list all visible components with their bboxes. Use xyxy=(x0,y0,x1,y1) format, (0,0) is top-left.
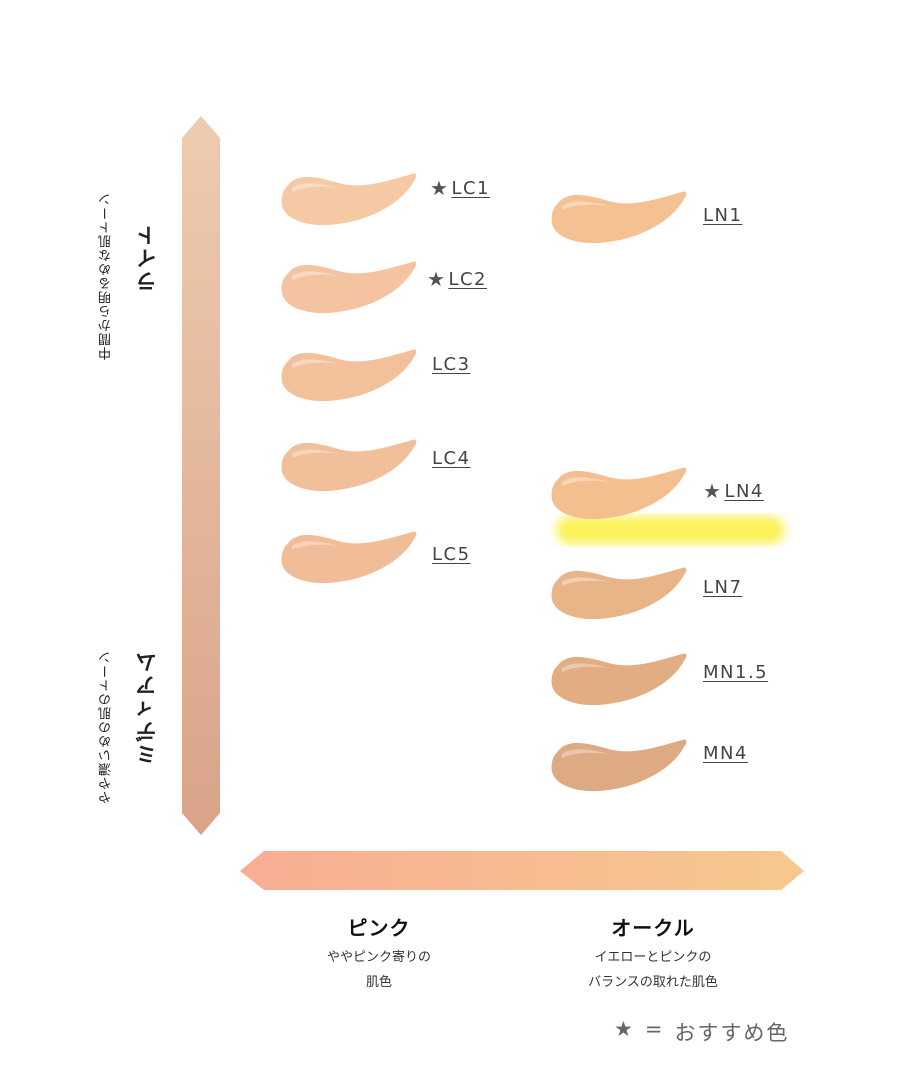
swatch-highlight xyxy=(292,183,340,192)
swatch-lc5[interactable] xyxy=(281,531,417,584)
swatch-highlight xyxy=(562,749,610,758)
swatch-body xyxy=(551,567,687,620)
swatch-highlight xyxy=(562,577,610,586)
swatch-body xyxy=(551,739,687,792)
swatch-ln7[interactable] xyxy=(551,567,687,620)
shade-name: LC4 xyxy=(432,448,471,469)
shade-name: LN4 xyxy=(724,480,764,502)
legend: ★ = おすすめ色 xyxy=(614,1017,789,1047)
swatch-body xyxy=(281,173,417,226)
ochre-column-title: オークル xyxy=(611,916,695,940)
recommended-star-icon: ★ xyxy=(427,267,447,291)
shade-label-mn1-5[interactable]: MN1.5 xyxy=(703,662,768,683)
pink-description-line2: 肌色 xyxy=(365,975,392,990)
swatch-body xyxy=(551,467,687,520)
vertical-arrow xyxy=(182,116,220,835)
pink-column-title: ピンク xyxy=(347,916,411,940)
shade-label-lc2[interactable]: ★ LC2 xyxy=(427,267,487,291)
swatch-lc1[interactable] xyxy=(281,173,417,226)
swatch-body xyxy=(551,653,687,706)
shade-name: LC2 xyxy=(448,268,487,290)
swatch-ln1[interactable] xyxy=(551,191,687,244)
swatch-highlight xyxy=(562,663,610,672)
ln4-highlight-marker xyxy=(556,516,785,544)
swatch-body xyxy=(551,191,687,244)
shade-name: LC3 xyxy=(432,354,471,375)
shade-label-lc1[interactable]: ★ LC1 xyxy=(430,176,490,200)
light-tone-description: 中間から明るめな肌トーン xyxy=(99,192,114,360)
light-tone-label: ライト xyxy=(135,223,159,292)
shade-label-ln4[interactable]: ★ LN4 xyxy=(703,479,764,503)
shade-name: LN7 xyxy=(703,577,743,598)
shade-name: MN1.5 xyxy=(703,662,769,683)
ochre-description-line1: イエローとピンクの xyxy=(594,950,712,965)
recommended-star-icon: ★ xyxy=(430,176,450,200)
pink-column-description: ややピンク寄りの 肌色 xyxy=(249,945,509,995)
shade-name: MN4 xyxy=(703,743,748,764)
swatch-lc3[interactable] xyxy=(281,349,417,402)
swatch-highlight xyxy=(562,477,610,486)
pink-description-line1: ややピンク寄りの xyxy=(326,950,431,965)
swatch-highlight xyxy=(292,271,340,280)
swatch-body xyxy=(281,261,417,314)
swatch-body xyxy=(281,349,417,402)
swatch-body xyxy=(281,531,417,584)
swatch-lc2[interactable] xyxy=(281,261,417,314)
shade-label-lc4[interactable]: LC4 xyxy=(432,448,471,469)
swatch-ln4[interactable] xyxy=(551,467,687,520)
legend-text: おすすめ色 xyxy=(674,1021,790,1045)
horizontal-arrow xyxy=(240,851,804,890)
shade-name: LN1 xyxy=(703,205,743,226)
swatch-mn1-5[interactable] xyxy=(551,653,687,706)
swatch-highlight xyxy=(292,541,340,550)
legend-equals: = xyxy=(644,1017,665,1041)
swatch-highlight xyxy=(292,449,340,458)
swatch-lc4[interactable] xyxy=(281,439,417,492)
swatch-mn4[interactable] xyxy=(551,739,687,792)
swatch-body xyxy=(281,439,417,492)
legend-star-icon: ★ xyxy=(614,1017,635,1041)
medium-tone-label: ミディアム xyxy=(135,650,159,765)
ochre-column-description: イエローとピンクの バランスの取れた肌色 xyxy=(523,945,783,995)
shade-label-lc5[interactable]: LC5 xyxy=(432,544,471,565)
shade-name: LC1 xyxy=(451,177,490,199)
ochre-description-line2: バランスの取れた肌色 xyxy=(588,975,718,990)
shade-name: LC5 xyxy=(432,544,471,565)
shade-label-ln7[interactable]: LN7 xyxy=(703,577,742,598)
swatch-highlight xyxy=(562,201,610,210)
shade-label-mn4[interactable]: MN4 xyxy=(703,743,748,764)
swatch-highlight xyxy=(292,359,340,368)
shade-label-ln1[interactable]: LN1 xyxy=(703,205,742,226)
medium-tone-description: やや濃いめの肌のトーン xyxy=(99,650,114,804)
shade-label-lc3[interactable]: LC3 xyxy=(432,354,471,375)
recommended-star-icon: ★ xyxy=(703,479,723,503)
